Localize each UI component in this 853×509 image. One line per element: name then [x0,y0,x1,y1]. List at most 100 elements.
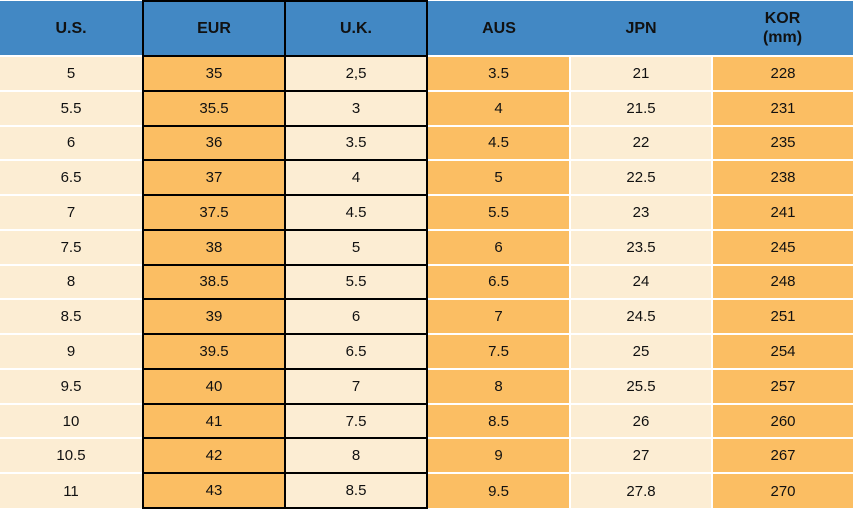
size-cell: 9 [0,333,143,369]
size-cell: 245 [711,228,853,265]
table-row: 10.5 42 8 9 27 267 [0,437,853,475]
size-cell: 7.5 [427,333,570,369]
size-cell: 3.5 [284,124,428,162]
size-cell: 7 [0,194,143,230]
table-body: 5 35 2,5 3.5 21 228 5.5 35.5 3 4 21.5 231 6 36 3.5 4.5 2… [0,55,853,509]
size-cell: 27 [569,437,712,474]
size-cell: 8 [284,437,428,475]
size-cell: 26 [569,402,712,439]
column-header-kor: KOR (mm) [712,1,853,56]
table-row: 9 39.5 6.5 7.5 25 254 [0,333,853,370]
table-row: 6.5 37 4 5 22.5 238 [0,159,853,197]
size-cell: 10 [0,402,143,439]
size-cell: 248 [711,263,853,300]
size-cell: 37 [142,159,286,197]
size-cell: 23 [569,194,712,230]
size-cell: 8.5 [427,402,570,439]
table-row: 5.5 35.5 3 4 21.5 231 [0,89,853,127]
kor-unit-label: (mm) [762,29,803,46]
size-cell: 25.5 [569,367,712,404]
size-cell: 24.5 [569,298,712,335]
size-cell: 41 [142,402,286,440]
size-cell: 24 [569,263,712,300]
column-header-aus: AUS [427,1,570,56]
table-row: 8.5 39 6 7 24.5 251 [0,298,853,336]
size-cell: 7.5 [284,402,428,440]
size-cell: 6.5 [284,333,428,370]
table-row: 9.5 40 7 8 25.5 257 [0,367,853,405]
size-cell: 10.5 [0,437,143,474]
size-cell: 6 [0,124,143,161]
size-cell: 22 [569,124,712,161]
size-cell: 9.5 [0,367,143,404]
size-cell: 5 [427,159,570,196]
table-row: 11 43 8.5 9.5 27.8 270 [0,472,853,509]
size-cell: 42 [142,437,286,475]
size-cell: 251 [711,298,853,335]
size-cell: 38 [142,228,286,266]
column-header-eur: EUR [142,0,286,57]
table-row: 5 35 2,5 3.5 21 228 [0,55,853,92]
size-cell: 5.5 [0,89,143,126]
size-cell: 235 [711,124,853,161]
size-cell: 11 [0,472,143,508]
column-header-uk: U.K. [284,0,428,57]
size-cell: 7.5 [0,228,143,265]
size-cell: 23.5 [569,228,712,265]
size-cell: 38.5 [142,263,286,301]
size-cell: 3 [284,89,428,127]
size-cell: 9.5 [427,472,570,508]
size-cell: 241 [711,194,853,230]
size-cell: 7 [284,367,428,405]
size-cell: 231 [711,89,853,126]
size-cell: 5.5 [427,194,570,230]
table-row: 6 36 3.5 4.5 22 235 [0,124,853,162]
size-cell: 7 [427,298,570,335]
table-row: 8 38.5 5.5 6.5 24 248 [0,263,853,301]
size-cell: 5 [0,55,143,91]
size-cell: 228 [711,55,853,91]
table-header: U.S. EUR U.K. AUS JPN KOR (mm) [0,0,853,57]
table-row: 7 37.5 4.5 5.5 23 241 [0,194,853,231]
size-cell: 3.5 [427,55,570,91]
header-row: U.S. EUR U.K. AUS JPN KOR (mm) [0,0,853,57]
column-header-jpn: JPN [570,1,712,56]
table-row: 7.5 38 5 6 23.5 245 [0,228,853,266]
column-header-us: U.S. [0,1,143,56]
size-cell: 267 [711,437,853,474]
size-cell: 5 [284,228,428,266]
size-cell: 39.5 [142,333,286,370]
size-cell: 43 [142,472,286,509]
size-cell: 270 [711,472,853,508]
kor-label: KOR [764,10,801,27]
table-row: 10 41 7.5 8.5 26 260 [0,402,853,440]
size-cell: 35.5 [142,89,286,127]
size-cell: 25 [569,333,712,369]
size-cell: 254 [711,333,853,369]
size-cell: 6.5 [0,159,143,196]
size-cell: 40 [142,367,286,405]
size-cell: 37.5 [142,194,286,231]
size-cell: 4 [284,159,428,197]
size-cell: 8.5 [0,298,143,335]
size-cell: 4.5 [284,194,428,231]
size-cell: 39 [142,298,286,336]
size-cell: 8 [427,367,570,404]
size-cell: 36 [142,124,286,162]
size-cell: 8.5 [284,472,428,509]
size-cell: 5.5 [284,263,428,301]
size-cell: 9 [427,437,570,474]
size-cell: 6 [427,228,570,265]
size-cell: 6 [284,298,428,336]
size-cell: 6.5 [427,263,570,300]
size-cell: 35 [142,55,286,92]
size-cell: 21 [569,55,712,91]
size-cell: 260 [711,402,853,439]
size-cell: 257 [711,367,853,404]
size-cell: 22.5 [569,159,712,196]
size-cell: 238 [711,159,853,196]
size-cell: 4.5 [427,124,570,161]
size-cell: 8 [0,263,143,300]
size-cell: 21.5 [569,89,712,126]
